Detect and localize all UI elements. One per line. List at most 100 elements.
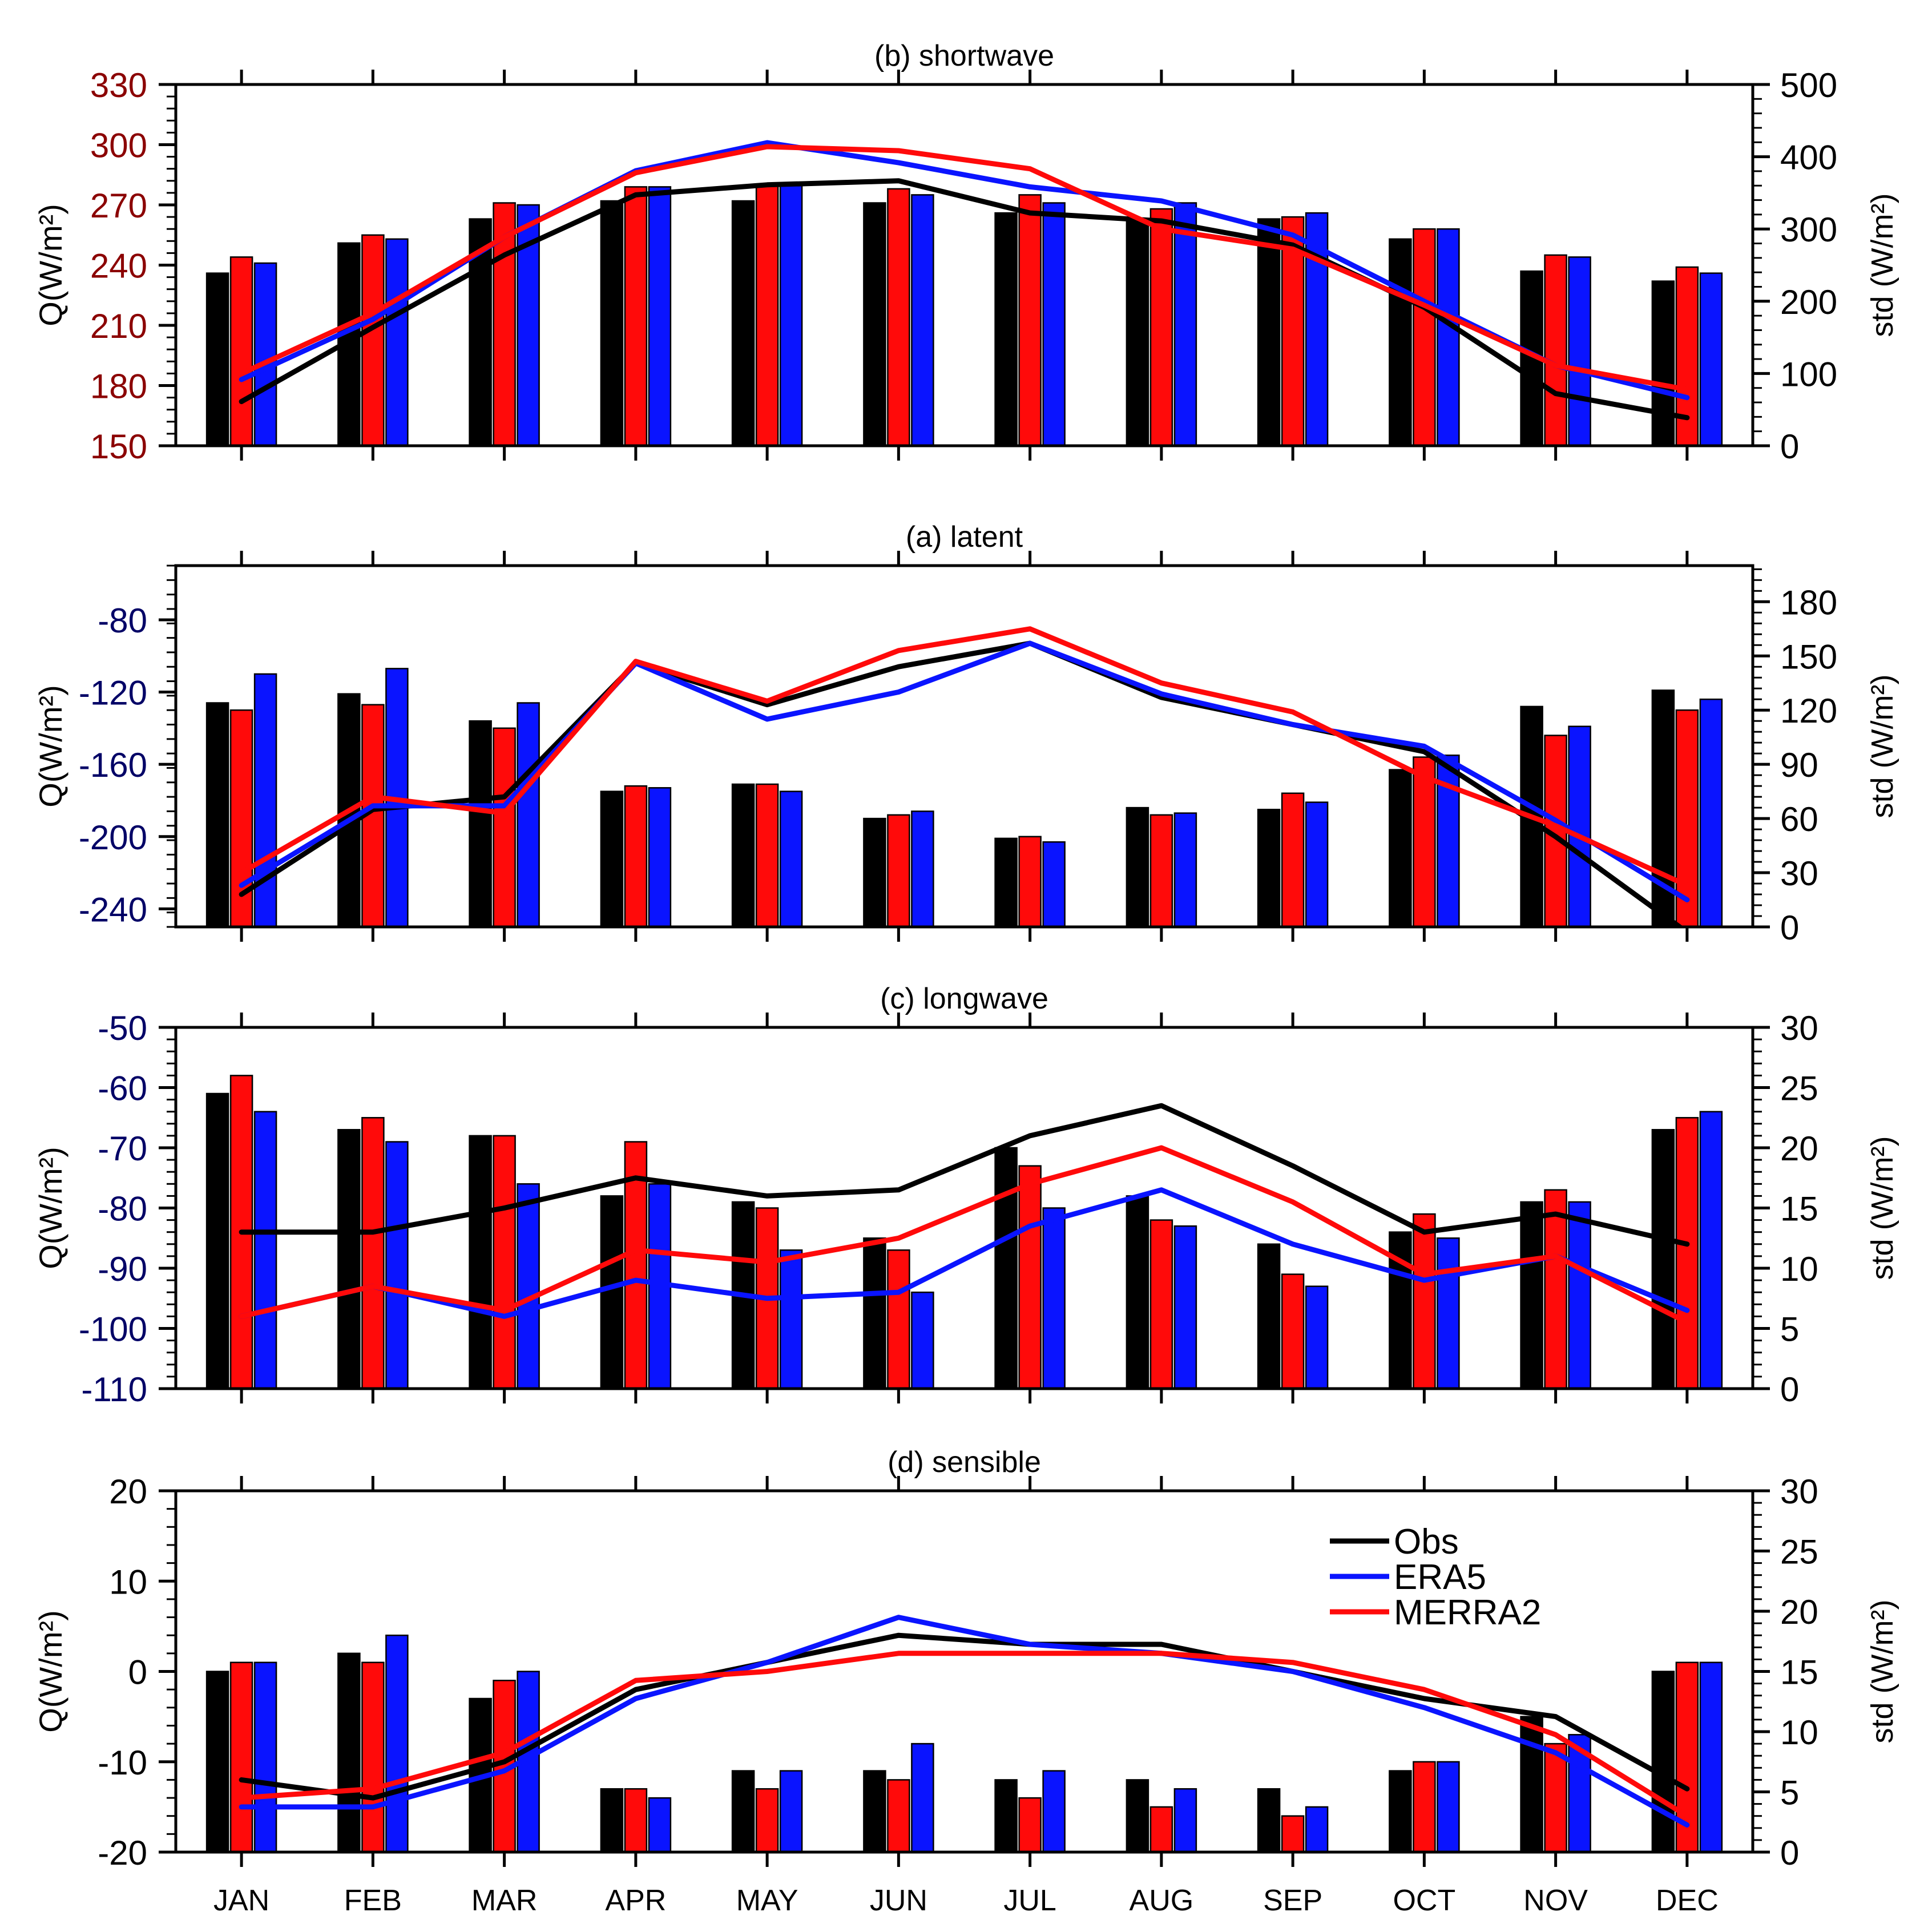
y-right-axis-title: std (W/m²) <box>1865 193 1899 337</box>
bar-obs-aug <box>1126 1779 1149 1852</box>
bar-era5-jun <box>911 1743 934 1852</box>
bar-era5-aug <box>1173 1788 1197 1852</box>
bar-era5-sep <box>1305 1285 1329 1389</box>
bar-obs-dec <box>1651 280 1675 446</box>
line-obs <box>239 1103 1690 1247</box>
x-tick-label-aug: AUG <box>1130 1884 1194 1917</box>
y-right-tick-label: 0 <box>1780 1834 1799 1872</box>
bar-era5-aug <box>1173 1225 1197 1389</box>
y-left-axis-title: Q(W/m²) <box>33 1610 68 1733</box>
y-left-axis-title: Q(W/m²) <box>33 685 68 808</box>
line-merra2 <box>239 1651 1690 1819</box>
y-left-tick-label: 20 <box>109 1473 147 1511</box>
bar-merra2-aug <box>1149 1219 1173 1389</box>
y-right-tick-label: 15 <box>1780 1190 1818 1228</box>
bar-obs-aug <box>1126 806 1149 927</box>
panel-title: (d) sensible <box>888 1446 1041 1479</box>
line-obs <box>239 1632 1690 1801</box>
bar-obs-jul <box>994 1147 1018 1389</box>
bar-era5-feb <box>385 238 409 446</box>
y-left-tick-label: -110 <box>81 1370 147 1409</box>
bar-merra2-dec <box>1675 709 1699 927</box>
bar-merra2-jun <box>887 1779 910 1852</box>
bar-merra2-feb <box>361 1661 385 1852</box>
bar-obs-oct <box>1389 1770 1412 1852</box>
bar-era5-apr <box>648 1797 672 1852</box>
bar-era5-dec <box>1699 1661 1723 1852</box>
bar-era5-dec <box>1699 1111 1723 1389</box>
bar-merra2-jul <box>1018 1165 1042 1389</box>
bar-era5-jan <box>253 1661 277 1852</box>
bar-obs-aug <box>1126 220 1149 446</box>
y-right-tick-label: 30 <box>1780 1473 1818 1511</box>
bar-obs-oct <box>1389 769 1412 927</box>
bar-obs-jun <box>863 202 886 446</box>
y-right-tick-label: 100 <box>1780 355 1837 393</box>
bar-obs-apr <box>600 1195 624 1389</box>
y-right-tick-label: 25 <box>1780 1533 1818 1571</box>
line-obs <box>239 178 1690 421</box>
line-era5 <box>239 1615 1690 1828</box>
bar-era5-jan <box>253 1111 277 1389</box>
legend-label-merra2: MERRA2 <box>1394 1593 1541 1632</box>
y-right-axis-title: std (W/m²) <box>1865 1136 1899 1280</box>
bar-era5-jun <box>911 810 934 927</box>
x-tick-label-jun: JUN <box>870 1884 927 1917</box>
y-right-tick-label: 30 <box>1780 854 1818 893</box>
bar-merra2-feb <box>361 1117 385 1389</box>
plot-area <box>205 626 1723 927</box>
y-right-tick-label: 25 <box>1780 1070 1818 1108</box>
bar-obs-jan <box>205 702 229 927</box>
y-left-tick-label: 150 <box>90 427 147 466</box>
y-left-tick-label: -200 <box>79 818 147 857</box>
plot-area <box>205 1615 1723 1852</box>
bar-era5-nov <box>1568 1201 1591 1389</box>
y-left-tick-label: -50 <box>98 1009 147 1047</box>
y-right-tick-label: 120 <box>1780 692 1837 730</box>
bar-merra2-may <box>755 184 779 446</box>
bar-merra2-oct <box>1413 228 1436 446</box>
bar-merra2-jul <box>1018 836 1042 927</box>
bar-obs-nov <box>1520 1716 1543 1852</box>
bar-merra2-jan <box>229 256 253 446</box>
y-left-tick-label: -240 <box>79 890 147 929</box>
y-right-tick-label: 400 <box>1780 139 1837 177</box>
bar-era5-feb <box>385 1634 409 1852</box>
bar-era5-jun <box>911 1291 934 1389</box>
x-tick-label-may: MAY <box>736 1884 798 1917</box>
legend-label-obs: Obs <box>1394 1522 1459 1562</box>
y-right-tick-label: 0 <box>1780 909 1799 947</box>
y-left-tick-label: 330 <box>90 66 147 104</box>
bar-obs-oct <box>1389 238 1412 446</box>
line-era5 <box>239 640 1690 902</box>
bar-merra2-mar <box>493 202 516 446</box>
bar-obs-feb <box>337 1652 361 1852</box>
y-left-tick-label: 180 <box>90 368 147 406</box>
bar-obs-aug <box>1126 1195 1149 1389</box>
y-right-tick-label: 5 <box>1780 1310 1799 1349</box>
bar-merra2-nov <box>1544 1743 1567 1852</box>
bar-obs-mar <box>469 720 492 927</box>
y-left-tick-label: -120 <box>79 674 147 712</box>
bar-era5-may <box>779 182 803 446</box>
bar-era5-nov <box>1568 725 1591 927</box>
y-left-tick-label: 240 <box>90 247 147 285</box>
bar-era5-aug <box>1173 812 1197 927</box>
line-merra2 <box>239 626 1690 888</box>
bar-merra2-apr <box>624 785 648 927</box>
bar-merra2-aug <box>1149 814 1173 927</box>
line-merra2 <box>239 1145 1690 1325</box>
y-right-tick-label: 15 <box>1780 1653 1818 1692</box>
x-tick-label-mar: MAR <box>471 1884 538 1917</box>
bar-obs-jan <box>205 272 229 446</box>
y-right-tick-label: 20 <box>1780 1593 1818 1631</box>
bar-era5-aug <box>1173 202 1197 446</box>
bar-era5-oct <box>1437 228 1460 446</box>
bar-era5-dec <box>1699 272 1723 446</box>
bar-obs-jun <box>863 1770 886 1852</box>
y-left-tick-label: -10 <box>98 1744 147 1782</box>
bar-obs-feb <box>337 1129 361 1389</box>
bar-merra2-apr <box>624 186 648 446</box>
